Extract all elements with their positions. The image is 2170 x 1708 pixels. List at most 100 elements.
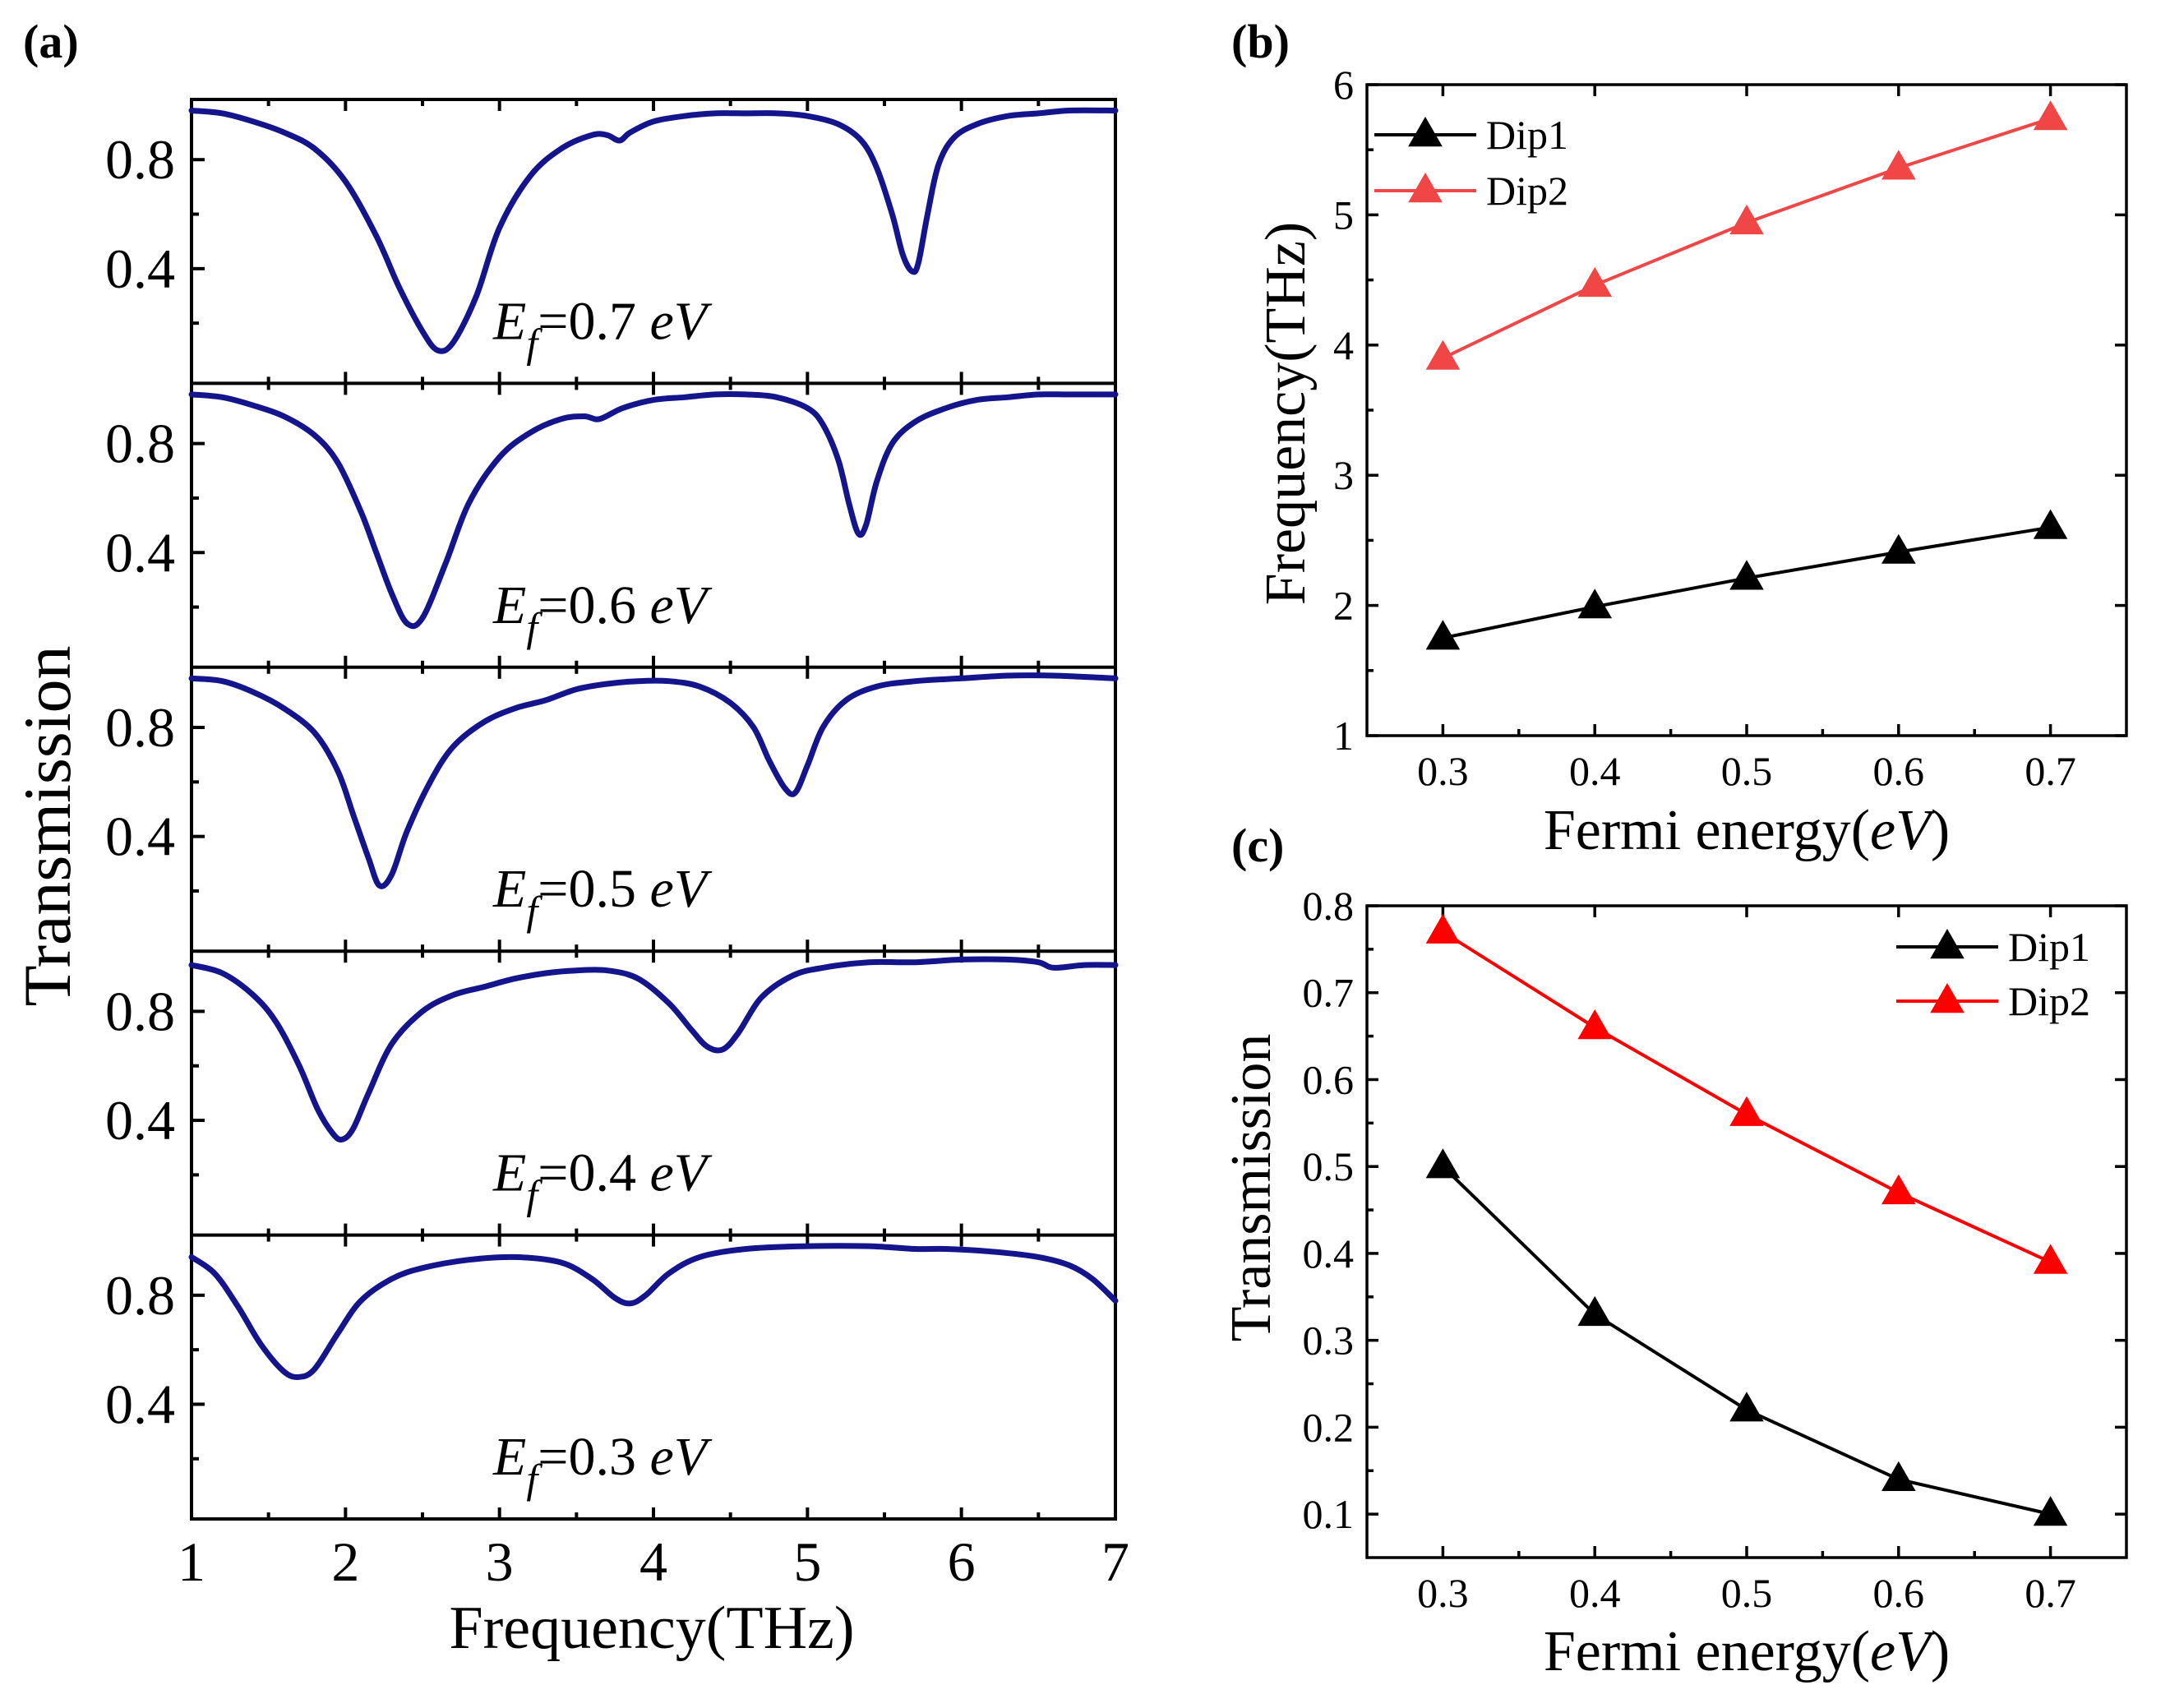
panel-c-xtick-label: 0.4 [1569, 1570, 1621, 1616]
panel-a-ytick-label: 0.4 [105, 1373, 175, 1435]
panel-b-ytick-label: 1 [1333, 713, 1354, 759]
panel-a-xtick-label: 3 [486, 1530, 514, 1593]
panel-b-xtick-label: 0.6 [1873, 748, 1925, 794]
panel-c-xtick-label: 0.7 [2025, 1570, 2076, 1616]
panel-c-xtick-label: 0.6 [1873, 1570, 1925, 1616]
panel-c-xlabel-end: ) [1931, 1620, 1950, 1683]
panel-a-ytick-label: 0.8 [105, 696, 175, 759]
panel-b-xtick-label: 0.7 [2025, 748, 2076, 794]
panel-c-xlabel: Fermi energy(eV) [1544, 1620, 1950, 1683]
panel-b-xlabel-italic: eV [1870, 799, 1937, 862]
panel-c-xlabel-italic: eV [1870, 1620, 1937, 1683]
panel-b-ytick-label: 6 [1333, 62, 1354, 108]
panel-c-ytick-label: 0.4 [1303, 1230, 1355, 1276]
panel-c-xtick-label: 0.5 [1721, 1570, 1773, 1616]
panel-c-marker-dip2 [2033, 1244, 2068, 1274]
panel-b-marker-dip2 [1425, 339, 1461, 370]
panel-b-ytick-label: 5 [1333, 192, 1354, 238]
panel-c-ytick-label: 0.8 [1303, 883, 1355, 929]
panel-c-marker-dip1 [1425, 1148, 1461, 1179]
panel-c-marker-dip1 [1577, 1295, 1613, 1327]
panel-b-marker-dip2 [1729, 204, 1764, 235]
panel-c-legend-label: Dip1 [2008, 924, 2090, 970]
panel-b-legend-marker [1408, 116, 1443, 147]
panel-c-ytick-label: 0.3 [1303, 1318, 1355, 1364]
panel-a-fermi-label: Ef=0.3 eV [492, 1427, 713, 1502]
fermi-unit: eV [649, 1143, 712, 1203]
panel-a-ytick-label: 0.8 [105, 413, 175, 475]
fermi-symbol: E [492, 859, 526, 919]
panel-b-marker-dip2 [1577, 266, 1613, 298]
panel-c-marker-dip1 [2033, 1496, 2068, 1526]
fermi-symbol: E [492, 291, 526, 351]
panel-a-stacked-spectra: 0.4 0.8 Ef=0.7 eV 0.4 0.8 Ef=0.6 eV 0.4 0.8 Ef=0… [105, 98, 1129, 1593]
panel-a-xtick-label: 7 [1101, 1530, 1129, 1593]
panel-c-ytick-label: 0.1 [1303, 1491, 1355, 1537]
panel-c-legend-label: Dip2 [2008, 978, 2090, 1024]
panel-c-ytick-label: 0.2 [1303, 1404, 1355, 1450]
panel-a-fermi-label: Ef=0.7 eV [492, 291, 713, 366]
panel-a-ytick-label: 0.8 [105, 1264, 175, 1327]
panel-b-legend-marker [1408, 172, 1443, 203]
fermi-value: =0.7 [538, 291, 649, 351]
panel-a-ytick-label: 0.4 [105, 806, 175, 868]
panel-a-xtick-label: 5 [793, 1530, 821, 1593]
panel-c-marker-dip1 [1881, 1461, 1916, 1491]
panel-b-frequency-plot: 0.3 0.4 0.5 0.6 0.7 1 2 3 4 5 6 Dip1 Dip2 [1333, 62, 2128, 794]
panel-b-legend-label: Dip2 [1486, 168, 1568, 214]
panel-c-transmission-plot: 0.3 0.4 0.5 0.6 0.7 0.1 0.2 0.3 0.4 0.5 0.6 0.7 0.8 D… [1303, 883, 2128, 1616]
panel-a-spectrum-line [188, 672, 1119, 889]
panel-a-ytick-label: 0.8 [105, 980, 175, 1042]
panel-b-marker-dip1 [1577, 589, 1613, 619]
panel-label-a: (a) [23, 15, 79, 68]
panel-b-xtick-label: 0.5 [1721, 748, 1773, 794]
panel-label-c: (c) [1231, 819, 1284, 872]
panel-a-spectrum-line [188, 391, 1119, 630]
fermi-unit: eV [649, 859, 712, 919]
panel-c-legend-marker [1930, 928, 1965, 959]
panel-b-marker-dip2 [1881, 150, 1916, 180]
panel-a-xlabel: Frequency(THz) [449, 1595, 854, 1662]
panel-a-ytick-label: 0.4 [105, 1089, 175, 1152]
panel-b-xlabel-main: Fermi energy( [1544, 799, 1870, 862]
panel-b-xlabel-end: ) [1931, 799, 1950, 862]
fermi-value: =0.4 [538, 1143, 649, 1203]
panel-c-legend-marker [1930, 982, 1965, 1013]
panel-b-xtick-label: 0.4 [1569, 748, 1621, 794]
panel-c-marker-dip2 [1425, 913, 1461, 944]
panel-a-fermi-label: Ef=0.6 eV [492, 575, 713, 650]
fermi-symbol: E [492, 1143, 526, 1203]
panel-c-ylabel: Transmission [1220, 1034, 1283, 1342]
panel-label-b: (b) [1231, 15, 1290, 68]
panel-a-ytick-label: 0.8 [105, 128, 175, 191]
fermi-unit: eV [649, 291, 712, 351]
fermi-symbol: E [492, 1427, 526, 1487]
panel-b-frame [1365, 83, 2128, 737]
fermi-value: =0.5 [538, 859, 649, 919]
panel-b-legend-label: Dip1 [1486, 112, 1568, 158]
panel-c-marker-dip2 [1729, 1096, 1764, 1126]
panel-c-xtick-label: 0.3 [1417, 1570, 1469, 1616]
panel-c-xlabel-main: Fermi energy( [1544, 1620, 1870, 1683]
panel-b-ytick-label: 2 [1333, 583, 1354, 629]
panel-a-ylabel: Transmission [10, 646, 85, 1007]
panel-c-ytick-label: 0.7 [1303, 970, 1355, 1016]
panel-b-marker-dip2 [2033, 100, 2068, 131]
panel-b-xlabel: Fermi energy(eV) [1544, 799, 1950, 862]
panel-b-ylabel: Frequency(THz) [1254, 222, 1318, 605]
panel-a-spectrum-line [188, 956, 1119, 1143]
panel-a-fermi-label: Ef=0.4 eV [492, 1143, 713, 1218]
panel-b-marker-dip1 [1729, 560, 1764, 590]
panel-b-marker-dip1 [2033, 509, 2068, 539]
fermi-unit: eV [649, 575, 712, 635]
fermi-symbol: E [492, 575, 526, 635]
panel-a-xtick-label: 6 [948, 1530, 976, 1593]
panel-b-marker-dip1 [1881, 533, 1916, 564]
panel-c-marker-dip2 [1577, 1009, 1613, 1040]
panel-a-xtick-label: 4 [639, 1530, 667, 1593]
panel-b-ytick-label: 4 [1333, 322, 1354, 368]
panel-a-spectrum-line [188, 1243, 1119, 1380]
panel-a-fermi-label: Ef=0.5 eV [492, 859, 713, 934]
fermi-value: =0.6 [538, 575, 649, 635]
fermi-value: =0.3 [538, 1427, 649, 1487]
